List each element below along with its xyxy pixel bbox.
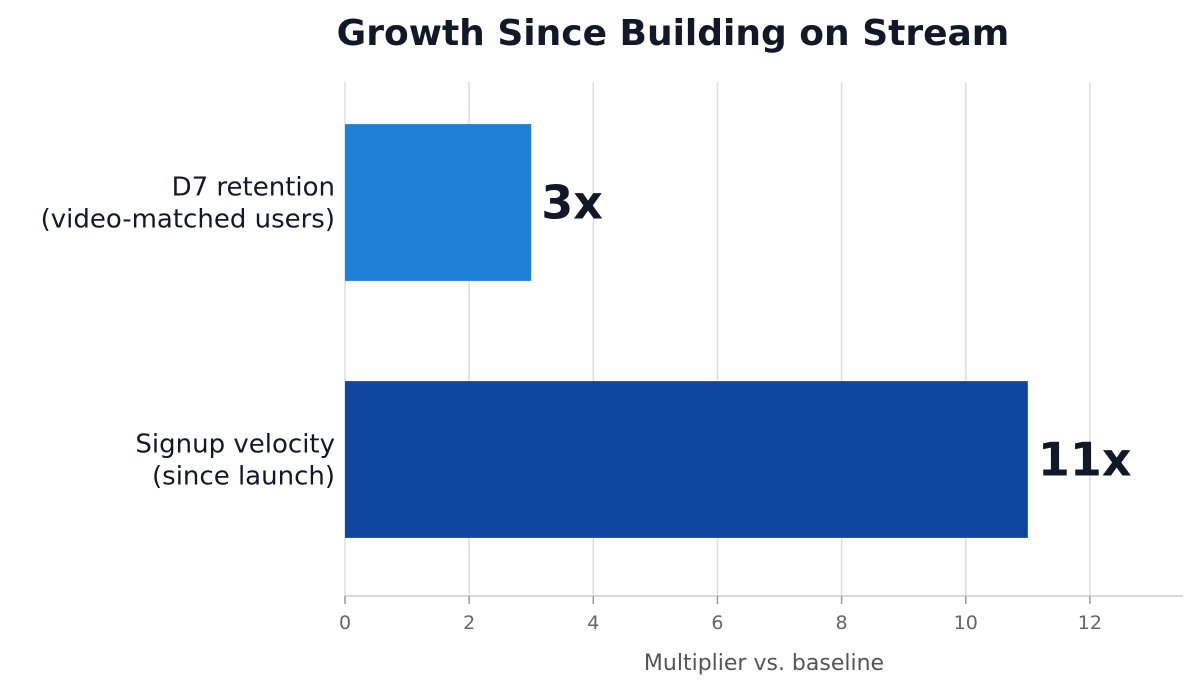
- bars: [345, 124, 1028, 538]
- category-label-1: Signup velocity (since launch): [135, 430, 335, 492]
- x-axis-title: Multiplier vs. baseline: [644, 651, 884, 676]
- tick-label-4: 4: [587, 612, 599, 634]
- tick-label-10: 10: [954, 612, 978, 634]
- category-label-line: (since launch): [152, 462, 335, 492]
- bar-0: [345, 124, 532, 281]
- bar-1: [345, 381, 1028, 538]
- data-label-0: 3x: [541, 176, 603, 230]
- tick-label-2: 2: [463, 612, 475, 634]
- category-label-0: D7 retention (video-matched users): [41, 173, 335, 235]
- tick-label-8: 8: [836, 612, 848, 634]
- tick-label-0: 0: [339, 612, 351, 634]
- tick-label-12: 12: [1078, 612, 1102, 634]
- x-axis-ticks: 0 2 4 6 8 10 12: [339, 596, 1102, 634]
- tick-label-6: 6: [711, 612, 723, 634]
- chart-title: Growth Since Building on Stream: [337, 13, 1010, 54]
- category-label-line: D7 retention: [172, 173, 335, 203]
- category-label-line: Signup velocity: [135, 430, 335, 460]
- category-label-line: (video-matched users): [41, 205, 335, 235]
- data-label-1: 11x: [1038, 433, 1132, 487]
- category-labels: D7 retention (video-matched users) Signup …: [41, 173, 335, 492]
- data-labels: 3x 11x: [541, 176, 1131, 487]
